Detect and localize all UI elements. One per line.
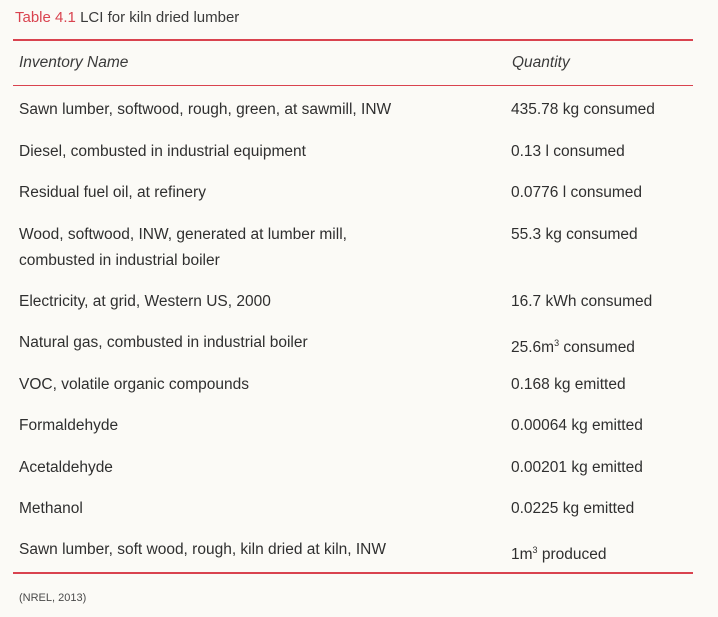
inventory-name: Diesel, combusted in industrial equipmen… <box>19 139 499 165</box>
inventory-name-line: Sawn lumber, soft wood, rough, kiln drie… <box>19 541 386 558</box>
inventory-name: Acetaldehyde <box>19 455 499 481</box>
inventory-name-line: Electricity, at grid, Western US, 2000 <box>19 293 271 310</box>
quantity: 0.00201 kg emitted <box>511 459 643 476</box>
inventory-name-line: Wood, softwood, INW, generated at lumber… <box>19 226 347 243</box>
header-inventory-name: Inventory Name <box>19 54 129 71</box>
inventory-name-line: Diesel, combusted in industrial equipmen… <box>19 143 306 160</box>
inventory-name: Sawn lumber, soft wood, rough, kiln drie… <box>19 537 499 563</box>
table-caption: Table 4.1 LCI for kiln dried lumber <box>15 9 239 27</box>
quantity: 25.6m3 consumed <box>511 330 711 361</box>
quantity: 0.168 kg emitted <box>511 376 626 393</box>
header-quantity: Quantity <box>512 54 570 71</box>
table-number: Table 4.1 <box>15 9 76 26</box>
inventory-name-line: Residual fuel oil, at refinery <box>19 184 206 201</box>
inventory-name: Methanol <box>19 496 499 522</box>
quantity-superscript: 3 <box>554 338 560 348</box>
quantity-value: 1m <box>511 546 533 563</box>
top-rule <box>13 39 693 41</box>
inventory-name-line: VOC, volatile organic compounds <box>19 376 250 393</box>
inventory-name: Wood, softwood, INW, generated at lumber… <box>19 222 499 274</box>
inventory-name: Natural gas, combusted in industrial boi… <box>19 330 499 356</box>
inventory-name: Electricity, at grid, Western US, 2000 <box>19 289 499 315</box>
inventory-name: Formaldehyde <box>19 413 499 439</box>
quantity-unit-text: produced <box>537 546 607 563</box>
header-rule <box>13 85 693 86</box>
quantity: 55.3 kg consumed <box>511 226 638 243</box>
quantity: 0.0225 kg emitted <box>511 500 635 517</box>
quantity: 16.7 kWh consumed <box>511 293 653 310</box>
quantity: 0.13 l consumed <box>511 143 625 160</box>
quantity-value: 25.6m <box>511 339 555 356</box>
inventory-name: VOC, volatile organic compounds <box>19 372 499 398</box>
quantity: 1m3 produced <box>511 537 711 568</box>
quantity: 0.0776 l consumed <box>511 184 642 201</box>
inventory-name: Sawn lumber, softwood, rough, green, at … <box>19 97 499 123</box>
inventory-name-line: Formaldehyde <box>19 417 119 434</box>
source-note: (NREL, 2013) <box>19 592 87 604</box>
inventory-name-line: Sawn lumber, softwood, rough, green, at … <box>19 101 392 118</box>
bottom-rule <box>13 572 693 574</box>
quantity-unit-text: consumed <box>559 339 635 356</box>
inventory-name-line: Acetaldehyde <box>19 459 113 476</box>
quantity-superscript: 3 <box>532 545 538 555</box>
inventory-name-line: Methanol <box>19 500 83 517</box>
inventory-name: Residual fuel oil, at refinery <box>19 180 499 206</box>
inventory-name-line: Natural gas, combusted in industrial boi… <box>19 334 308 351</box>
quantity: 0.00064 kg emitted <box>511 417 643 434</box>
inventory-name-line: combusted in industrial boiler <box>19 252 220 269</box>
table-title: LCI for kiln dried lumber <box>80 9 240 26</box>
quantity: 435.78 kg consumed <box>511 101 655 118</box>
